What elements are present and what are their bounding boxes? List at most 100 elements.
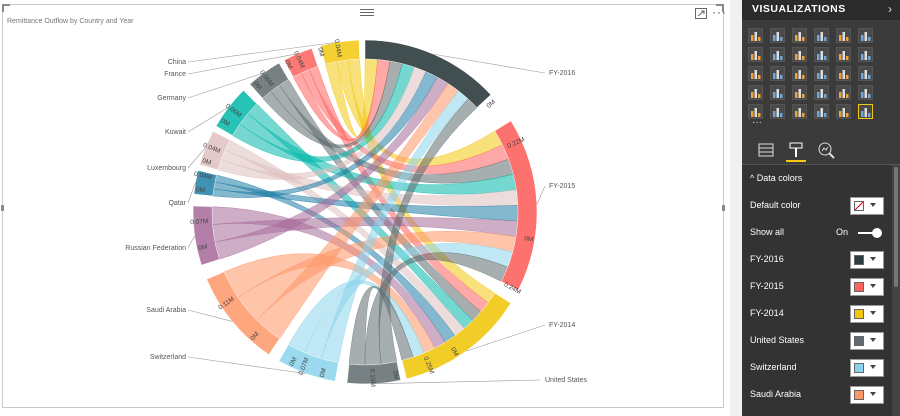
show-all-toggle-label: On <box>836 227 849 237</box>
country-label: Germany <box>157 95 186 102</box>
country-arc[interactable] <box>215 90 258 136</box>
data-colors-section-header[interactable]: ^ Data colors <box>750 173 803 183</box>
scatter-icon[interactable] <box>770 66 785 81</box>
line-column-icon[interactable] <box>814 47 829 62</box>
focus-mode-icon[interactable] <box>695 8 707 19</box>
treemap-icon[interactable] <box>836 66 851 81</box>
more-visuals-icon[interactable]: ··· <box>752 117 762 128</box>
color-picker-button[interactable] <box>850 251 884 269</box>
stacked-area-icon[interactable] <box>792 47 807 62</box>
gauge-icon[interactable] <box>792 85 807 100</box>
table-icon-glyph <box>770 104 785 119</box>
matrix-icon[interactable] <box>792 104 807 119</box>
format-tab-icon[interactable] <box>786 140 806 162</box>
chord-chart-icon[interactable] <box>858 104 873 119</box>
globe-icon[interactable] <box>836 104 851 119</box>
year-arc[interactable] <box>494 120 538 291</box>
format-row: FY-2015 <box>750 278 890 296</box>
stacked-area-icon-glyph <box>792 47 807 62</box>
country-arc[interactable] <box>249 62 289 99</box>
scroll-thumb[interactable] <box>894 167 898 287</box>
analytics-tab-icon[interactable] <box>816 140 836 160</box>
area-chart-icon-glyph <box>770 47 785 62</box>
year-arc[interactable] <box>401 292 512 380</box>
card-icon[interactable] <box>814 85 829 100</box>
ribbon-chart-icon-glyph <box>858 47 873 62</box>
resize-corner-top-left[interactable] <box>2 4 10 12</box>
show-all-toggle[interactable] <box>858 228 882 238</box>
country-arc[interactable] <box>283 48 319 78</box>
stacked-column-icon[interactable] <box>770 28 785 43</box>
r-visual-icon[interactable] <box>814 104 829 119</box>
label-leader-line <box>373 379 541 385</box>
year-label: FY-2015 <box>549 183 575 190</box>
color-swatch <box>854 201 864 211</box>
waterfall-icon[interactable] <box>748 66 763 81</box>
table-icon[interactable] <box>770 104 785 119</box>
line-clustered-icon[interactable] <box>836 47 851 62</box>
format-row-label: Default color <box>750 200 801 210</box>
clustered-bar-icon[interactable] <box>792 28 807 43</box>
multi-row-card-icon[interactable] <box>836 85 851 100</box>
fields-tab-icon[interactable] <box>756 140 776 160</box>
format-panel: ^ Data colors Default color Show all On FY-… <box>742 165 892 416</box>
slicer-icon[interactable] <box>748 104 763 119</box>
report-canvas: Remittance Outflow by Country and Year ·… <box>1 4 726 408</box>
globe-icon-glyph <box>836 104 851 119</box>
country-arc[interactable] <box>346 361 402 385</box>
donut-chart-icon[interactable] <box>814 66 829 81</box>
color-picker-button[interactable] <box>850 332 884 350</box>
format-row: Default color <box>750 197 890 215</box>
area-chart-icon[interactable] <box>770 47 785 62</box>
country-arc[interactable] <box>199 130 231 171</box>
country-arc[interactable] <box>206 271 280 355</box>
label-leader-line <box>187 72 264 99</box>
pie-chart-icon[interactable] <box>792 66 807 81</box>
color-picker-button[interactable] <box>850 278 884 296</box>
panel-scrollbar[interactable] <box>892 165 900 416</box>
resize-corner-top-right[interactable] <box>716 4 724 12</box>
kpi-icon[interactable] <box>858 85 873 100</box>
format-row: United States <box>750 332 890 350</box>
tick-label: 0M <box>524 235 534 243</box>
resize-handle-left[interactable] <box>1 205 4 211</box>
drag-grip-icon[interactable] <box>360 7 374 16</box>
color-picker-button[interactable] <box>850 359 884 377</box>
stacked-column-icon-glyph <box>770 28 785 43</box>
tick-label: 0M <box>283 59 293 70</box>
line-column-icon-glyph <box>814 47 829 62</box>
color-swatch <box>854 255 864 265</box>
multi-row-card-icon-glyph <box>836 85 851 100</box>
year-arc[interactable] <box>364 39 492 109</box>
tick-label: 0M <box>485 99 496 110</box>
collapse-pane-icon[interactable]: › <box>888 2 892 16</box>
color-picker-button[interactable] <box>850 305 884 323</box>
country-arc[interactable] <box>278 344 339 382</box>
tick-label: 0M <box>219 117 230 128</box>
filled-map-icon-glyph <box>748 85 763 100</box>
percent-bar-icon[interactable] <box>836 28 851 43</box>
tick-label: 0M <box>198 243 208 252</box>
color-picker-button[interactable] <box>850 197 884 215</box>
toggle-knob[interactable] <box>872 228 882 238</box>
treemap-icon-glyph <box>836 66 851 81</box>
tick-label: 0.07M <box>190 218 209 226</box>
clustered-column-icon[interactable] <box>814 28 829 43</box>
country-arc[interactable] <box>193 170 217 197</box>
resize-handle-right[interactable] <box>722 205 725 211</box>
country-arc[interactable] <box>192 205 220 266</box>
card-icon-glyph <box>814 85 829 100</box>
filled-map-icon[interactable] <box>748 85 763 100</box>
tick-label: 0.04M <box>193 171 212 182</box>
ribbon-chart-icon[interactable] <box>858 47 873 62</box>
chevron-down-icon <box>870 392 876 396</box>
format-row-label: FY-2014 <box>750 308 784 318</box>
map-icon[interactable] <box>858 66 873 81</box>
funnel-icon[interactable] <box>770 85 785 100</box>
label-leader-line <box>466 324 546 352</box>
format-row-label: United States <box>750 335 805 345</box>
stacked-bar-icon[interactable] <box>748 28 763 43</box>
percent-column-icon[interactable] <box>858 28 873 43</box>
line-chart-icon[interactable] <box>748 47 763 62</box>
color-picker-button[interactable] <box>850 386 884 404</box>
